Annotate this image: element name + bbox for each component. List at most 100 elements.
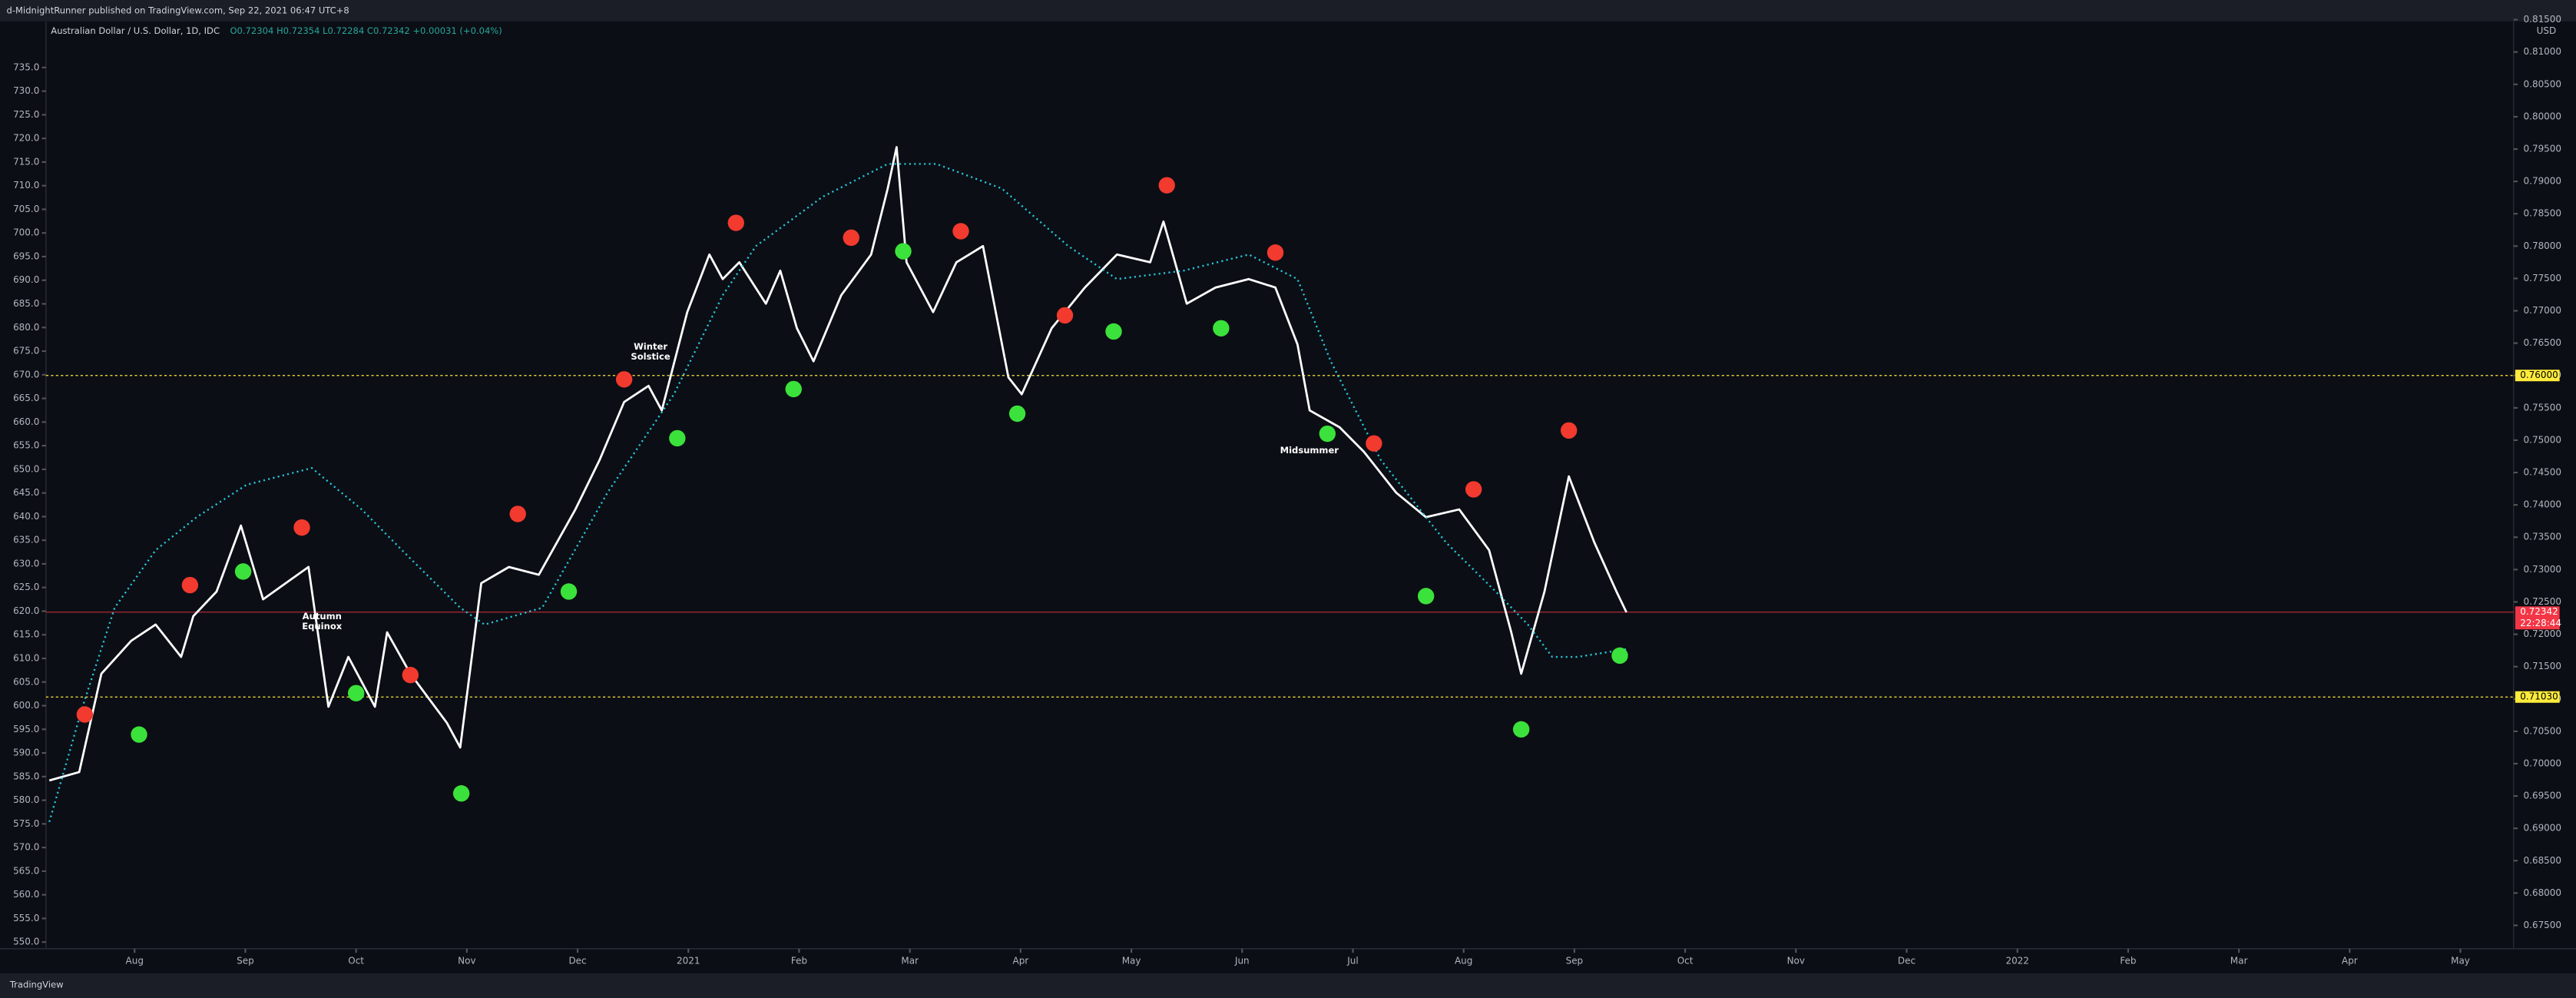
signal-dot <box>1366 435 1382 452</box>
y-tick-label: 700.0 <box>13 227 39 238</box>
signal-dot <box>1105 323 1122 340</box>
signal-dot <box>952 223 969 240</box>
x-tick-label: Dec <box>568 955 586 966</box>
y-tick-label: 600.0 <box>13 700 39 711</box>
y2-tick-label: 0.80000 <box>2524 111 2561 121</box>
y-tick-label: 555.0 <box>13 913 39 923</box>
x-tick-label: Oct <box>348 955 364 966</box>
y2-tick-label: 0.75000 <box>2524 434 2561 445</box>
y-tick-label: 590.0 <box>13 748 39 758</box>
publisher: d-MidnightRunner published on TradingVie… <box>7 5 349 15</box>
x-tick-label: Nov <box>1787 955 1805 966</box>
y-tick-label: 685.0 <box>13 298 39 309</box>
x-tick-label: Aug <box>1455 955 1472 966</box>
y2-tick-label: 0.72000 <box>2524 628 2561 639</box>
y-tick-label: 665.0 <box>13 393 39 403</box>
y2-tick-label: 0.80500 <box>2524 78 2561 89</box>
y2-tick-label: 0.78500 <box>2524 208 2561 219</box>
y2-tick-label: 0.77500 <box>2524 273 2561 283</box>
y2-tick-label: 0.69500 <box>2524 791 2561 801</box>
y-tick-label: 595.0 <box>13 724 39 734</box>
y-tick-label: 610.0 <box>13 652 39 663</box>
annotation: Midsummer <box>1280 445 1339 456</box>
signal-dot <box>1611 647 1628 665</box>
y-tick-label: 575.0 <box>13 818 39 829</box>
signal-dot <box>727 214 744 231</box>
y2-tick-label: 0.74000 <box>2524 499 2561 510</box>
x-tick-label: Jun <box>1234 955 1250 966</box>
y2-tick-label: 0.71500 <box>2524 661 2561 671</box>
y-tick-label: 550.0 <box>13 937 39 947</box>
y-tick-label: 705.0 <box>13 204 39 214</box>
y2-tick-label: 0.70500 <box>2524 725 2561 736</box>
signal-dot <box>1319 425 1336 443</box>
y-tick-label: 715.0 <box>13 156 39 167</box>
y2-tick-label: 0.75500 <box>2524 402 2561 413</box>
x-tick-label: 2021 <box>677 955 700 966</box>
y2-tick-label: 0.74500 <box>2524 467 2561 478</box>
signal-dot <box>131 726 147 743</box>
x-tick-label: Aug <box>126 955 144 966</box>
signal-dot <box>669 429 686 447</box>
y-tick-label: 660.0 <box>13 416 39 427</box>
y-tick-label: 580.0 <box>13 794 39 805</box>
y-tick-label: 670.0 <box>13 369 39 380</box>
y-tick-label: 565.0 <box>13 865 39 876</box>
signal-dot <box>293 519 310 536</box>
signal-dot <box>1213 320 1230 337</box>
signal-dot <box>452 785 470 802</box>
x-tick-label: Oct <box>1677 955 1694 966</box>
x-tick-label: May <box>1122 955 1141 966</box>
signal-dot <box>234 563 252 580</box>
signal-dot <box>181 576 199 594</box>
y-tick-label: 710.0 <box>13 180 39 191</box>
signal-dot <box>402 666 419 684</box>
ohlc: O0.72304 H0.72354 L0.72284 C0.72342 +0.0… <box>230 25 502 36</box>
signal-dot <box>76 706 94 723</box>
signal-dot <box>509 506 526 522</box>
signal-dot <box>1266 244 1284 261</box>
y-tick-label: 730.0 <box>13 85 39 96</box>
y2-tick-label: 0.72500 <box>2524 596 2561 607</box>
x-tick-label: Feb <box>2120 955 2136 966</box>
footer-bar <box>0 973 2576 998</box>
x-tick-label: 2022 <box>2005 955 2028 966</box>
y2-tick-label: 0.81500 <box>2524 14 2561 25</box>
y-tick-label: 655.0 <box>13 440 39 451</box>
signal-dot <box>1417 588 1435 605</box>
y2-tick-label: 0.77000 <box>2524 305 2561 316</box>
signal-dot <box>347 685 365 701</box>
y2-tick-label: 0.73000 <box>2524 564 2561 575</box>
signal-dot <box>1056 307 1074 324</box>
x-tick-label: Mar <box>901 955 919 966</box>
countdown: 22:28:44 <box>2520 618 2561 628</box>
y-tick-label: 585.0 <box>13 771 39 781</box>
y2-tick-label: 0.79500 <box>2524 144 2561 154</box>
x-tick-label: Dec <box>1898 955 1915 966</box>
x-tick-label: Feb <box>791 955 807 966</box>
y-tick-label: 640.0 <box>13 511 39 522</box>
x-tick-label: Sep <box>1566 955 1584 966</box>
y-tick-label: 735.0 <box>13 61 39 72</box>
signal-dot <box>1512 721 1530 738</box>
last-price-label: 0.72342 <box>2520 606 2558 617</box>
y-tick-label: 570.0 <box>13 842 39 853</box>
x-tick-label: Jul <box>1346 955 1358 966</box>
signal-dot <box>895 243 912 260</box>
symbol: Australian Dollar / U.S. Dollar, 1D, IDC <box>51 25 220 36</box>
y-tick-label: 725.0 <box>13 109 39 120</box>
y-tick-label: 620.0 <box>13 605 39 616</box>
brand: TradingView <box>9 979 64 990</box>
y-tick-label: 650.0 <box>13 463 39 474</box>
band-line <box>48 163 1627 823</box>
y-tick-label: 615.0 <box>13 629 39 640</box>
x-tick-label: May <box>2451 955 2470 966</box>
y2-tick-label: 0.73500 <box>2524 532 2561 542</box>
y-tick-label: 635.0 <box>13 535 39 545</box>
annotation: Solstice <box>631 351 670 362</box>
annotation: Equinox <box>302 621 342 632</box>
signal-dot <box>560 583 578 600</box>
y2-tick-label: 0.70000 <box>2524 758 2561 768</box>
